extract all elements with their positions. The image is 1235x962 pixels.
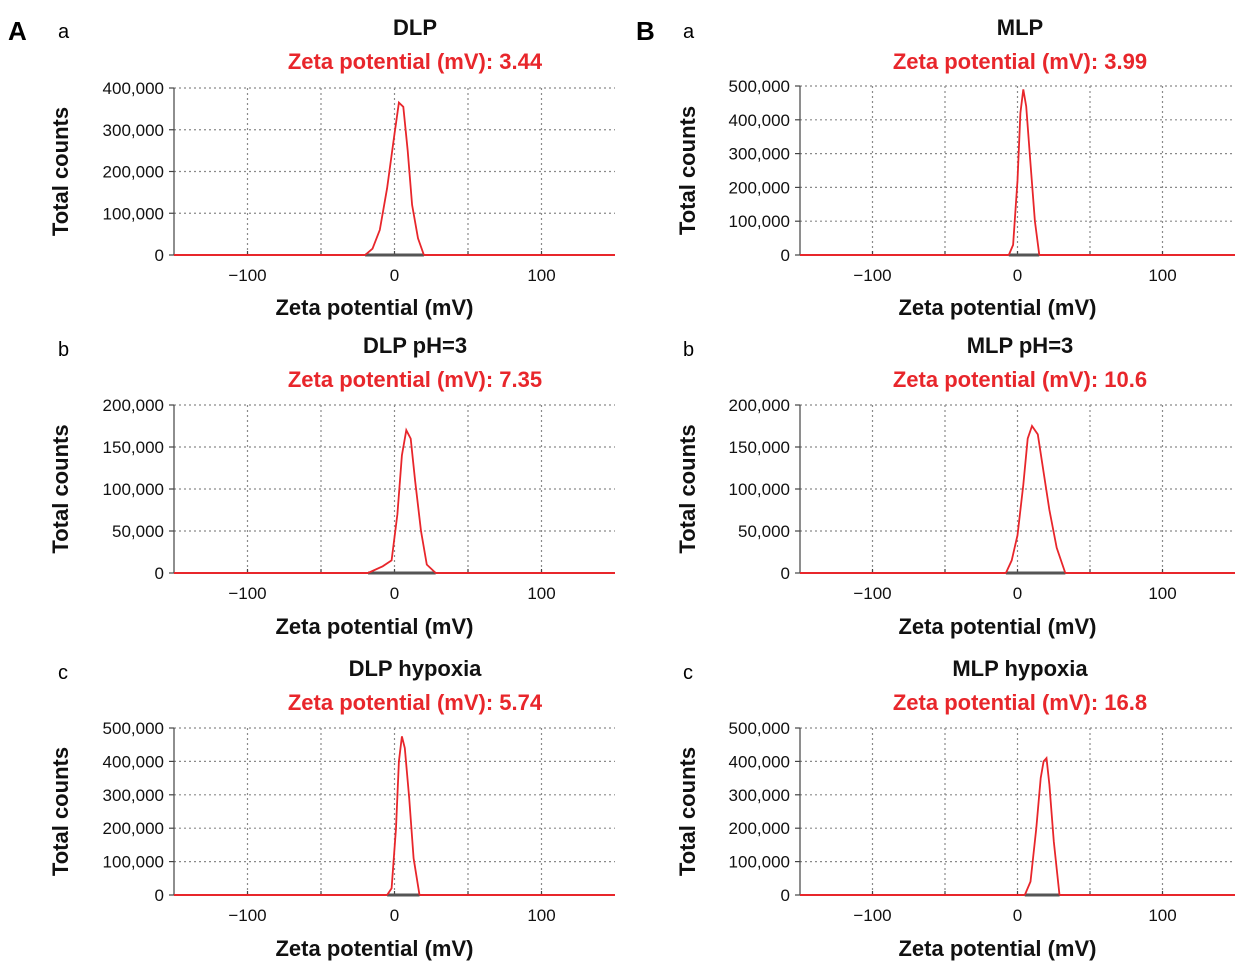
y-tick-label: 150,000 [103,438,164,457]
x-tick-label: −100 [853,266,891,285]
y-tick-label: 200,000 [103,396,164,415]
series-line-1 [1023,755,1061,896]
y-axis-label: Total counts [48,424,73,553]
chart-subtitle: Zeta potential (mV): 10.6 [893,367,1147,392]
y-tick-label: 100,000 [103,480,164,499]
chart-sublabel: c [58,662,68,684]
x-axis-label: Zeta potential (mV) [275,614,473,639]
chart-2: b DLP pH=3 Zeta potential (mV): 7.35 0 50,00… [48,333,615,639]
x-axis-label: Zeta potential (mV) [275,936,473,961]
y-tick-label: 100,000 [103,853,164,872]
x-axis-label: Zeta potential (mV) [275,295,473,320]
y-tick-label: 0 [155,886,164,905]
chart-1: a DLP Zeta potential (mV): 3.44 0 100,000 200… [48,15,615,320]
x-tick-label: 100 [1148,266,1176,285]
chart-title: MLP [997,15,1043,40]
x-tick-label: −100 [228,266,266,285]
chart-subtitle: Zeta potential (mV): 3.44 [288,49,543,74]
chart-sublabel: a [683,21,695,43]
series-line-1 [1005,424,1067,574]
chart-grid: a DLP Zeta potential (mV): 3.44 0 100,000 200… [48,15,1235,961]
y-tick-label: 0 [781,886,790,905]
y-axis-label: Total counts [675,747,700,876]
y-tick-label: 400,000 [729,111,790,130]
x-tick-label: 100 [527,266,555,285]
y-tick-label: 100,000 [729,212,790,231]
y-tick-label: 300,000 [729,145,790,164]
x-axis-label: Zeta potential (mV) [898,614,1096,639]
series-line-1 [364,100,425,256]
y-tick-label: 50,000 [738,522,790,541]
x-tick-label: 100 [1148,584,1176,603]
x-tick-label: 0 [1013,266,1022,285]
y-tick-label: 200,000 [103,163,164,182]
y-tick-label: 300,000 [729,786,790,805]
chart-4: a MLP Zeta potential (mV): 3.99 0 100,000 200… [675,15,1235,320]
x-tick-label: −100 [853,584,891,603]
chart-title: DLP [393,15,437,40]
chart-sublabel: c [683,662,693,684]
chart-3: c DLP hypoxia Zeta potential (mV): 5.74 0 10… [48,656,615,961]
y-tick-label: 300,000 [103,121,164,140]
series-line-1 [1007,89,1041,256]
y-tick-label: 500,000 [103,719,164,738]
panel-letter-a: A [8,16,27,46]
y-tick-label: 150,000 [729,438,790,457]
y-tick-label: 100,000 [103,204,164,223]
x-axis-label: Zeta potential (mV) [898,936,1096,961]
y-tick-label: 500,000 [729,77,790,96]
x-tick-label: 0 [390,906,399,925]
chart-title: DLP hypoxia [349,656,483,681]
x-tick-label: −100 [228,906,266,925]
chart-subtitle: Zeta potential (mV): 5.74 [288,690,543,715]
chart-subtitle: Zeta potential (mV): 16.8 [893,690,1147,715]
x-tick-label: 100 [1148,906,1176,925]
x-axis-label: Zeta potential (mV) [898,295,1096,320]
chart-subtitle: Zeta potential (mV): 7.35 [288,367,542,392]
x-tick-label: −100 [853,906,891,925]
x-tick-label: −100 [228,584,266,603]
y-axis-label: Total counts [48,107,73,236]
y-tick-label: 200,000 [729,178,790,197]
chart-subtitle: Zeta potential (mV): 3.99 [893,49,1147,74]
y-tick-label: 400,000 [729,752,790,771]
y-tick-label: 0 [781,246,790,265]
y-tick-label: 200,000 [729,396,790,415]
y-tick-label: 200,000 [729,819,790,838]
chart-title: MLP hypoxia [952,656,1088,681]
chart-5: b MLP pH=3 Zeta potential (mV): 10.6 0 50,00… [675,333,1235,639]
chart-sublabel: a [58,21,70,43]
y-tick-label: 0 [781,564,790,583]
y-tick-label: 400,000 [103,79,164,98]
chart-title: MLP pH=3 [967,333,1074,358]
chart-title: DLP pH=3 [363,333,467,358]
y-tick-label: 500,000 [729,719,790,738]
x-tick-label: 0 [1013,584,1022,603]
y-axis-label: Total counts [675,106,700,235]
series-line-1 [367,427,437,574]
y-axis-label: Total counts [48,747,73,876]
chart-sublabel: b [58,339,69,361]
y-tick-label: 300,000 [103,786,164,805]
y-tick-label: 0 [155,564,164,583]
x-tick-label: 100 [527,906,555,925]
y-tick-label: 400,000 [103,752,164,771]
chart-6: c MLP hypoxia Zeta potential (mV): 16.8 0 10… [675,656,1235,961]
x-tick-label: 100 [527,584,555,603]
y-tick-label: 100,000 [729,853,790,872]
series-line-1 [386,736,421,896]
y-tick-label: 200,000 [103,819,164,838]
x-tick-label: 0 [1013,906,1022,925]
y-tick-label: 100,000 [729,480,790,499]
chart-sublabel: b [683,339,694,361]
panel-letter-b: B [636,16,655,46]
y-axis-label: Total counts [675,424,700,553]
x-tick-label: 0 [390,266,399,285]
x-tick-label: 0 [390,584,399,603]
y-tick-label: 50,000 [112,522,164,541]
y-tick-label: 0 [155,246,164,265]
